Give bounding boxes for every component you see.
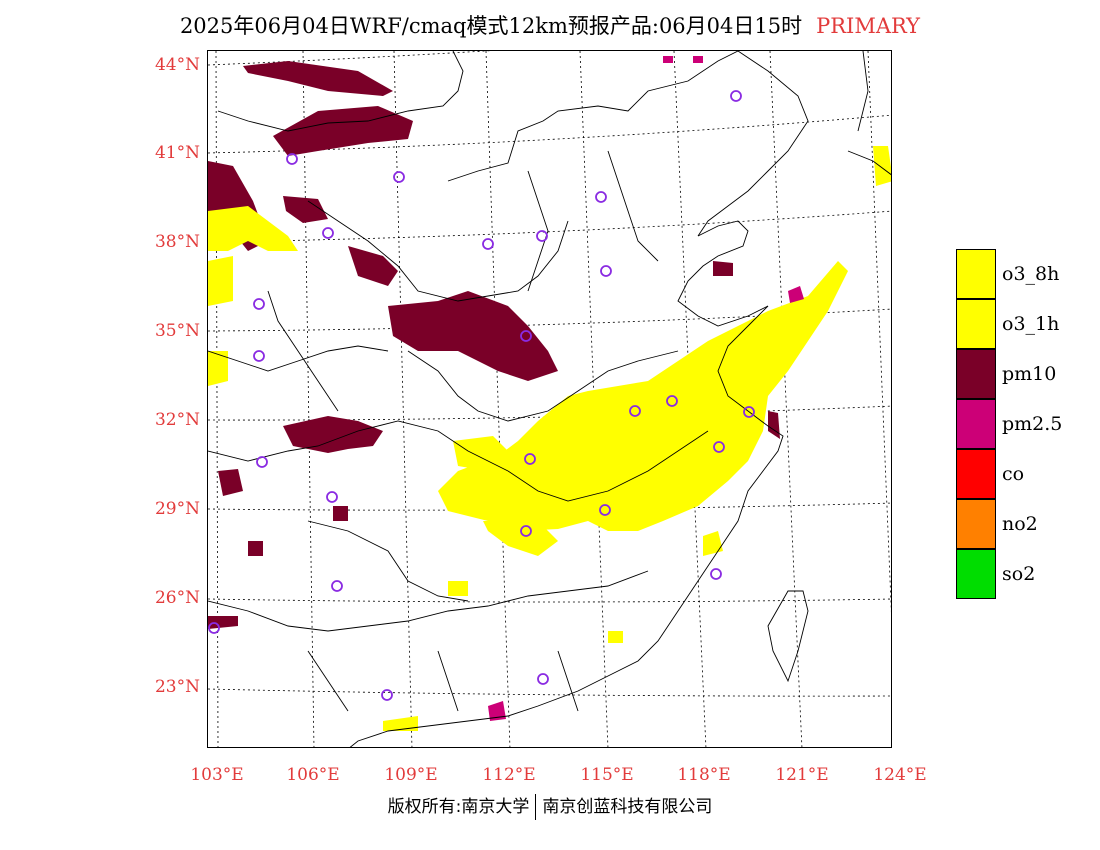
lat-label-29: 29°N — [154, 499, 200, 519]
legend-swatch — [956, 449, 996, 499]
title-text: 2025年06月04日WRF/cmaq模式12km预报产品:06月04日15时 — [179, 14, 803, 38]
legend-swatch — [956, 349, 996, 399]
lon-label-121: 121°E — [775, 765, 829, 785]
lat-label-26: 26°N — [154, 588, 200, 608]
lon-label-118: 118°E — [677, 765, 731, 785]
legend-label: pm2.5 — [1002, 413, 1063, 435]
lat-label-38: 38°N — [154, 232, 200, 252]
legend-label: so2 — [1002, 563, 1036, 585]
map-title: 2025年06月04日WRF/cmaq模式12km预报产品:06月04日15时 P… — [0, 10, 1100, 40]
copyright-left: 版权所有:南京大学 — [387, 797, 530, 817]
legend-label: co — [1002, 463, 1025, 485]
o3-areas — [208, 146, 891, 731]
lon-label-109: 109°E — [384, 765, 438, 785]
footer-divider — [535, 794, 537, 820]
copyright-right: 南京创蓝科技有限公司 — [542, 797, 713, 817]
legend-swatch — [956, 549, 996, 599]
legend-swatch — [956, 249, 996, 299]
lat-label-44: 44°N — [154, 55, 200, 75]
lon-label-112: 112°E — [482, 765, 536, 785]
lat-label-35: 35°N — [154, 321, 200, 341]
lon-label-124: 124°E — [873, 765, 927, 785]
legend-swatch — [956, 399, 996, 449]
legend-swatch — [956, 499, 996, 549]
map-frame — [207, 50, 892, 748]
lat-label-23: 23°N — [154, 677, 200, 697]
legend-label: o3_1h — [1002, 313, 1060, 335]
lon-label-106: 106°E — [286, 765, 340, 785]
lon-label-115: 115°E — [580, 765, 634, 785]
boundaries — [208, 51, 891, 747]
map-canvas — [208, 51, 891, 747]
pm25-areas — [488, 56, 804, 721]
legend-label: no2 — [1002, 513, 1038, 535]
lon-label-103: 103°E — [190, 765, 244, 785]
primary-tag: PRIMARY — [816, 14, 921, 38]
legend-label: pm10 — [1002, 363, 1057, 385]
graticule — [208, 51, 891, 747]
city-markers — [208, 90, 755, 701]
legend-label: o3_8h — [1002, 263, 1060, 285]
lat-label-41: 41°N — [154, 143, 200, 163]
copyright-footer: 版权所有:南京大学 南京创蓝科技有限公司 — [0, 792, 1100, 820]
legend-swatch — [956, 299, 996, 349]
lat-label-32: 32°N — [154, 410, 200, 430]
